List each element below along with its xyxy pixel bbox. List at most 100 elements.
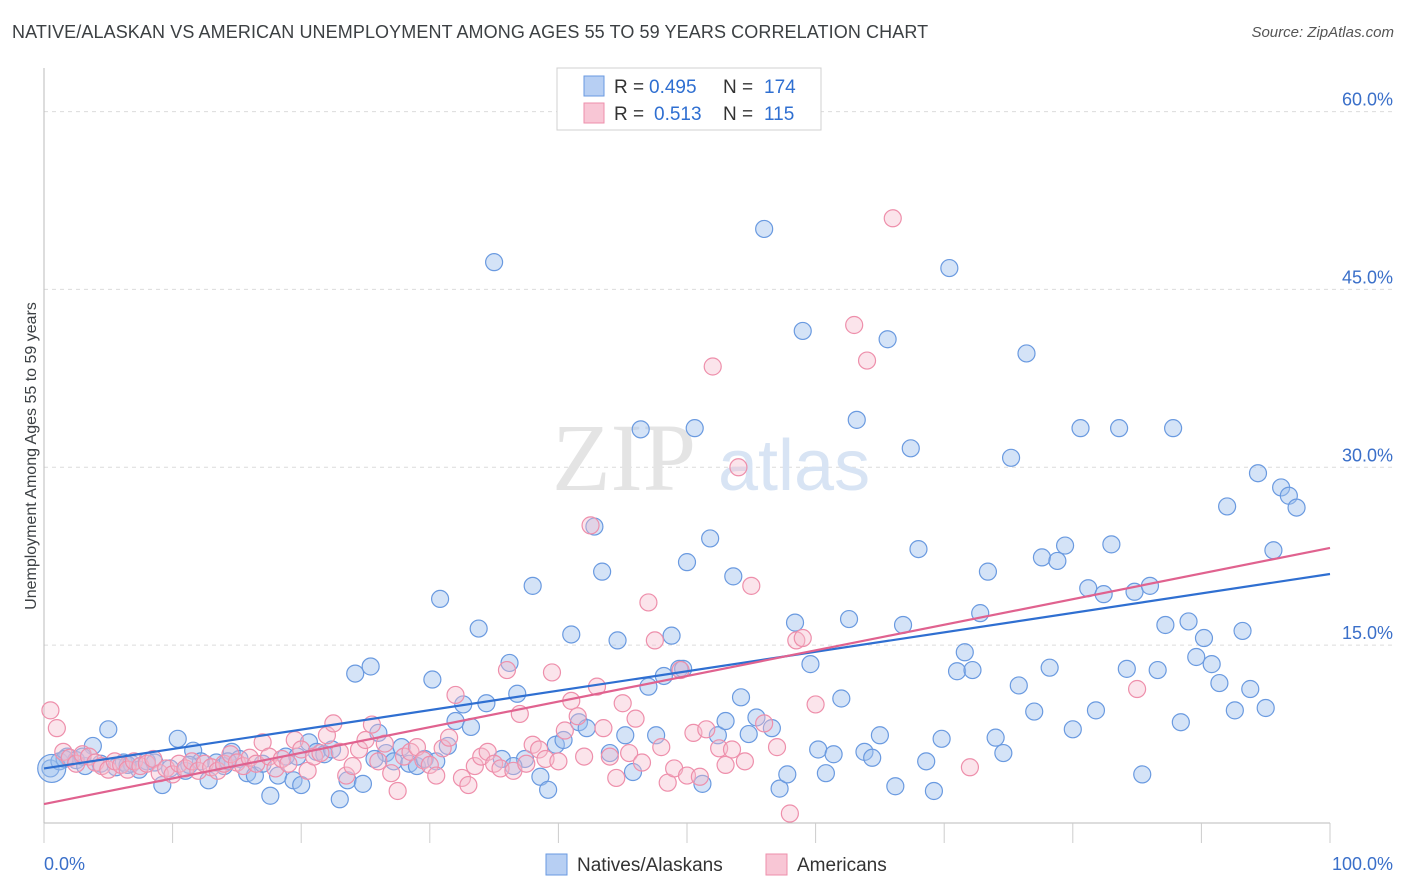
top-legend: R = 0.495 N = 174 R = 0.513 N = 115 xyxy=(556,67,822,131)
american-point-120 xyxy=(1127,679,1147,699)
native-point-100 xyxy=(816,764,835,783)
american-point-54 xyxy=(388,781,407,801)
top-legend-n-value-natives: 174 xyxy=(764,77,796,98)
native-point-101 xyxy=(824,745,843,764)
americans-trend-line xyxy=(43,546,1331,806)
native-point-138 xyxy=(1109,419,1129,438)
american-point-107 xyxy=(729,458,748,477)
american-point-109 xyxy=(742,576,761,595)
native-point-123 xyxy=(994,743,1013,763)
x-tick-label-0: 0.0% xyxy=(44,854,85,874)
native-point-57 xyxy=(485,253,504,272)
native-point-92 xyxy=(755,219,774,239)
native-point-106 xyxy=(863,748,882,767)
y-tick-label-3: 60.0% xyxy=(1342,90,1393,110)
native-point-102 xyxy=(832,689,851,708)
native-point-90 xyxy=(739,724,758,744)
native-point-114 xyxy=(924,781,944,801)
american-point-45 xyxy=(330,742,349,761)
american-point-116 xyxy=(845,315,864,335)
american-point-84 xyxy=(581,516,600,535)
native-point-141 xyxy=(1133,765,1152,784)
native-point-143 xyxy=(1148,660,1167,680)
american-point-119 xyxy=(960,758,980,777)
native-point-41 xyxy=(361,657,380,676)
american-point-0 xyxy=(41,701,60,720)
american-point-99 xyxy=(677,766,697,785)
american-point-66 xyxy=(465,756,484,776)
top-legend-swatch-americans xyxy=(583,102,605,124)
native-point-139 xyxy=(1117,659,1136,678)
native-point-161 xyxy=(1287,498,1306,517)
american-point-61 xyxy=(433,739,452,758)
american-point-91 xyxy=(626,709,645,728)
native-point-148 xyxy=(1187,647,1206,667)
native-point-104 xyxy=(847,410,866,429)
american-point-53 xyxy=(382,764,401,783)
native-point-44 xyxy=(384,752,403,771)
native-point-127 xyxy=(1025,702,1044,721)
top-legend-r-label-americans: R = xyxy=(614,104,644,125)
native-point-82 xyxy=(677,553,697,572)
native-point-137 xyxy=(1102,535,1121,554)
top-legend-swatch-natives xyxy=(583,75,605,97)
american-point-74 xyxy=(517,754,536,773)
native-point-129 xyxy=(1040,658,1059,677)
american-point-115 xyxy=(806,695,825,714)
native-point-73 xyxy=(608,631,627,650)
x-tick-label-1: 100.0% xyxy=(1332,854,1393,874)
native-point-117 xyxy=(947,662,967,681)
american-point-59 xyxy=(420,755,439,775)
native-point-95 xyxy=(778,765,797,784)
native-point-39 xyxy=(346,664,365,683)
native-point-96 xyxy=(785,613,805,632)
native-point-87 xyxy=(716,711,735,731)
native-point-94 xyxy=(770,779,789,798)
native-point-153 xyxy=(1225,701,1244,720)
native-point-116 xyxy=(940,258,959,278)
y-tick-labels: 15.0% 30.0% 45.0% 60.0% xyxy=(1342,90,1393,644)
native-point-88 xyxy=(724,567,743,586)
bottom-legend-swatch-natives xyxy=(545,853,568,876)
american-point-80 xyxy=(555,721,574,740)
x-tick-labels: 0.0% 100.0% xyxy=(44,854,1393,874)
native-point-78 xyxy=(647,726,666,745)
american-point-92 xyxy=(632,753,652,772)
native-point-126 xyxy=(1017,344,1036,363)
american-point-78 xyxy=(542,663,562,682)
native-point-71 xyxy=(593,562,612,581)
native-point-131 xyxy=(1055,536,1075,555)
y-tick-label-2: 45.0% xyxy=(1342,267,1393,287)
native-point-132 xyxy=(1063,720,1082,739)
native-point-108 xyxy=(878,330,897,349)
american-point-76 xyxy=(530,740,549,759)
native-point-66 xyxy=(554,730,573,750)
native-point-103 xyxy=(839,609,859,629)
native-point-49 xyxy=(423,670,442,689)
natives-trend-line xyxy=(43,572,1331,770)
watermark-atlas: atlas xyxy=(718,426,870,506)
native-point-16 xyxy=(168,729,187,748)
bottom-legend-swatch-americans xyxy=(765,853,788,876)
native-point-119 xyxy=(963,660,982,680)
american-point-94 xyxy=(645,631,664,650)
native-point-124 xyxy=(1001,448,1021,467)
top-legend-n-label-americans: N = xyxy=(723,104,753,125)
y-tick-label-0: 15.0% xyxy=(1342,623,1393,643)
american-point-90 xyxy=(620,743,639,763)
native-point-89 xyxy=(731,688,751,707)
american-point-82 xyxy=(568,707,587,726)
chart-title: NATIVE/ALASKAN VS AMERICAN UNEMPLOYMENT … xyxy=(12,22,929,42)
native-point-62 xyxy=(523,576,542,595)
native-point-85 xyxy=(701,529,720,548)
american-point-68 xyxy=(478,742,497,761)
top-legend-n-value-americans: 115 xyxy=(764,104,794,125)
bottom-legend-label-natives: Natives/Alaskans xyxy=(577,855,723,876)
native-point-80 xyxy=(662,626,681,645)
american-point-105 xyxy=(716,755,735,775)
y-axis-label: Unemployment Among Ages 55 to 59 years xyxy=(23,302,40,610)
native-point-130 xyxy=(1048,551,1067,571)
native-point-156 xyxy=(1248,464,1268,483)
bottom-legend-label-americans: Americans xyxy=(797,855,887,876)
